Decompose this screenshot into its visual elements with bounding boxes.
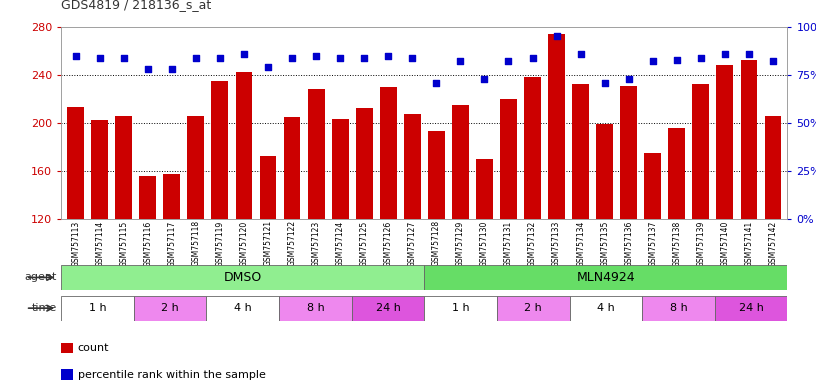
Bar — [570, 296, 642, 321]
Point — [502, 58, 515, 65]
Point — [430, 79, 443, 86]
Point — [670, 56, 683, 63]
Bar — [668, 127, 685, 219]
Bar — [428, 131, 445, 219]
Text: 24 h: 24 h — [738, 303, 764, 313]
Bar — [500, 99, 517, 219]
Bar — [206, 296, 279, 321]
Bar — [693, 84, 709, 219]
Bar — [279, 296, 352, 321]
Point — [357, 55, 370, 61]
Text: 1 h: 1 h — [452, 303, 469, 313]
Bar — [379, 87, 397, 219]
Bar — [61, 265, 424, 290]
Point — [69, 53, 82, 59]
Text: 1 h: 1 h — [89, 303, 106, 313]
Bar — [424, 296, 497, 321]
Text: agent: agent — [24, 272, 57, 283]
Text: 2 h: 2 h — [162, 303, 179, 313]
Point — [766, 58, 779, 65]
Bar — [115, 116, 132, 219]
Bar — [211, 81, 228, 219]
Point — [237, 51, 251, 57]
Bar — [642, 296, 715, 321]
Bar — [524, 77, 541, 219]
Bar — [424, 265, 787, 290]
Text: 8 h: 8 h — [307, 303, 324, 313]
Point — [214, 55, 227, 61]
Point — [574, 51, 588, 57]
Point — [382, 53, 395, 59]
Bar — [236, 73, 252, 219]
Point — [694, 55, 707, 61]
Point — [166, 66, 179, 72]
Bar — [91, 121, 108, 219]
Bar — [259, 157, 277, 219]
Text: MLN4924: MLN4924 — [577, 271, 635, 284]
Point — [622, 76, 635, 82]
Bar — [716, 65, 734, 219]
Bar — [715, 296, 787, 321]
Text: count: count — [78, 343, 109, 353]
Bar — [497, 296, 570, 321]
Point — [478, 76, 491, 82]
Bar — [140, 175, 156, 219]
Text: time: time — [32, 303, 57, 313]
Text: percentile rank within the sample: percentile rank within the sample — [78, 370, 265, 380]
Bar — [284, 117, 300, 219]
Point — [93, 55, 106, 61]
Point — [718, 51, 731, 57]
Point — [646, 58, 659, 65]
Bar — [476, 159, 493, 219]
Bar — [67, 107, 84, 219]
Point — [261, 64, 274, 70]
Bar — [645, 153, 661, 219]
Point — [743, 51, 756, 57]
Point — [454, 58, 467, 65]
Bar — [352, 296, 424, 321]
Point — [309, 53, 322, 59]
Point — [406, 55, 419, 61]
Text: GDS4819 / 218136_s_at: GDS4819 / 218136_s_at — [61, 0, 211, 12]
Bar — [548, 34, 565, 219]
Bar — [61, 296, 134, 321]
Bar — [188, 116, 204, 219]
Text: DMSO: DMSO — [224, 271, 262, 284]
Bar — [741, 60, 757, 219]
Bar — [596, 124, 613, 219]
Bar — [134, 296, 206, 321]
Point — [334, 55, 347, 61]
Bar — [332, 119, 348, 219]
Bar — [404, 114, 421, 219]
Text: 24 h: 24 h — [375, 303, 401, 313]
Bar — [620, 86, 637, 219]
Bar — [163, 174, 180, 219]
Text: 8 h: 8 h — [670, 303, 687, 313]
Point — [526, 55, 539, 61]
Bar — [308, 89, 325, 219]
Bar — [356, 108, 373, 219]
Point — [118, 55, 131, 61]
Bar — [452, 105, 469, 219]
Text: 2 h: 2 h — [525, 303, 542, 313]
Bar — [572, 84, 589, 219]
Bar — [765, 116, 782, 219]
Text: 4 h: 4 h — [597, 303, 614, 313]
Point — [598, 79, 611, 86]
Point — [141, 66, 154, 72]
Point — [189, 55, 202, 61]
Point — [286, 55, 299, 61]
Text: 4 h: 4 h — [234, 303, 251, 313]
Point — [550, 33, 563, 40]
